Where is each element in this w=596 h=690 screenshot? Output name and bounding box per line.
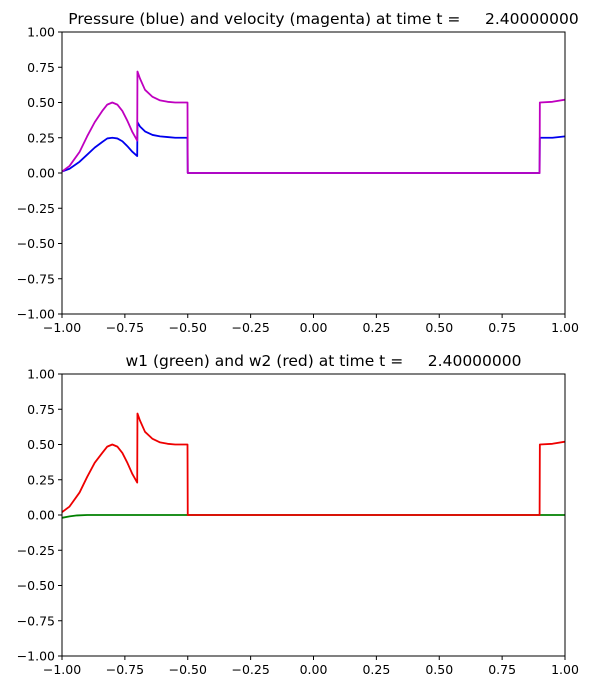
series-group <box>61 412 566 519</box>
y-tick-label: −1.00 <box>17 307 55 322</box>
y-tick-label: 0.25 <box>27 472 55 487</box>
x-tick-label: −0.75 <box>106 320 144 335</box>
y-tick-label: −0.25 <box>17 201 55 216</box>
x-tick-label: 0.00 <box>300 662 328 677</box>
axes-frame <box>61 373 566 657</box>
y-tick-label: −0.75 <box>17 271 55 286</box>
series-line-1 <box>61 412 566 516</box>
y-tick-label: 0.00 <box>27 508 55 523</box>
y-tick-label: 1.00 <box>27 25 55 40</box>
chart-title: w1 (green) and w2 (red) at time t = 2.40… <box>126 352 522 370</box>
x-tick-label: 0.50 <box>425 662 453 677</box>
tick-group: −1.00 −0.75 −0.50 −0.25 0.00 0.25 0.50 0.75 1.00… <box>17 367 579 678</box>
x-tick-label: 0.25 <box>362 320 390 335</box>
y-tick-label: 0.25 <box>27 130 55 145</box>
tick-group: −1.00 −0.75 −0.50 −0.25 0.00 0.25 0.50 0.75 1.00… <box>17 25 579 336</box>
x-tick-label: −0.75 <box>106 662 144 677</box>
x-tick-label: 0.00 <box>300 320 328 335</box>
y-tick-label: −0.50 <box>17 578 55 593</box>
series-group <box>61 70 566 174</box>
chart-title: Pressure (blue) and velocity (magenta) a… <box>68 10 578 28</box>
x-tick-label: 0.50 <box>425 320 453 335</box>
y-tick-label: −0.50 <box>17 236 55 251</box>
y-tick-label: 0.00 <box>27 166 55 181</box>
x-tick-label: −0.25 <box>231 320 269 335</box>
x-tick-label: −0.25 <box>231 662 269 677</box>
x-tick-label: 0.75 <box>488 320 516 335</box>
y-tick-label: 1.00 <box>27 367 55 382</box>
w1-w2-chart: w1 (green) and w2 (red) at time t = 2.40… <box>17 352 579 677</box>
x-tick-label: −1.00 <box>43 320 81 335</box>
axes-frame <box>61 31 566 315</box>
x-tick-label: 0.25 <box>362 662 390 677</box>
y-tick-label: −1.00 <box>17 649 55 664</box>
y-tick-label: 0.75 <box>27 60 55 75</box>
x-tick-label: −0.50 <box>169 320 207 335</box>
series-line-1 <box>61 70 566 174</box>
y-tick-label: 0.75 <box>27 402 55 417</box>
x-tick-label: −1.00 <box>43 662 81 677</box>
y-tick-label: −0.25 <box>17 543 55 558</box>
y-tick-label: −0.75 <box>17 613 55 628</box>
y-tick-label: 0.50 <box>27 437 55 452</box>
x-tick-label: 1.00 <box>551 320 579 335</box>
y-tick-label: 0.50 <box>27 95 55 110</box>
x-tick-label: −0.50 <box>169 662 207 677</box>
pressure-velocity-chart: Pressure (blue) and velocity (magenta) a… <box>17 10 579 335</box>
x-tick-label: 1.00 <box>551 662 579 677</box>
x-tick-label: 0.75 <box>488 662 516 677</box>
